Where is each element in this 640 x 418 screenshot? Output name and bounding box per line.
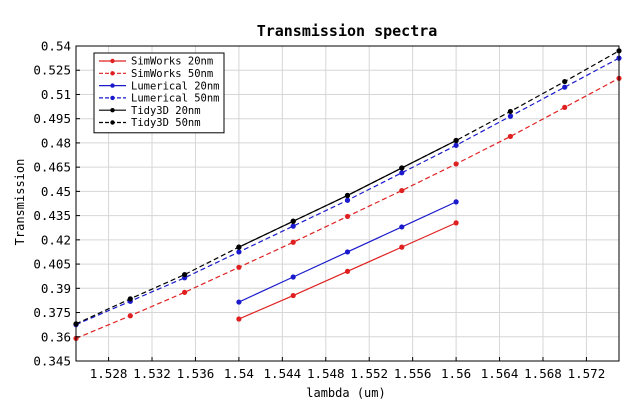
legend-marker	[110, 120, 115, 125]
data-point	[562, 104, 568, 110]
data-point	[399, 224, 405, 230]
y-tick-label: 0.495	[33, 111, 71, 126]
x-tick-label: 1.528	[90, 366, 128, 381]
x-tick-label: 1.564	[481, 366, 519, 381]
data-point	[507, 108, 513, 115]
data-point	[290, 223, 296, 229]
legend-marker	[110, 58, 115, 64]
data-point	[290, 239, 296, 245]
y-tick-label: 0.51	[41, 87, 71, 102]
data-point	[399, 187, 405, 194]
data-point	[236, 244, 242, 250]
series-layer	[73, 48, 622, 341]
y-tick-label: 0.36	[41, 329, 71, 344]
legend-marker	[110, 71, 115, 76]
legend-label: SimWorks 20nm	[131, 56, 213, 68]
data-point	[182, 271, 188, 278]
y-tick-label: 0.525	[33, 63, 71, 78]
legend-entry: Lumerical 20nm	[99, 80, 220, 92]
data-point	[344, 192, 351, 199]
x-tick-label: 1.552	[350, 366, 388, 381]
data-point	[453, 137, 459, 144]
y-tick-label: 0.375	[33, 305, 71, 320]
data-point	[236, 299, 242, 305]
y-tick-label: 0.54	[41, 39, 71, 54]
x-axis-label: lambda (um)	[306, 386, 385, 400]
x-tick-label: 1.572	[568, 366, 606, 381]
legend-box	[93, 52, 225, 134]
legend-label: Tidy3D 20nm	[131, 105, 201, 117]
y-tick-label: 0.435	[33, 208, 71, 223]
x-tick-label: 1.54	[224, 366, 254, 381]
data-point	[399, 170, 405, 176]
data-point	[507, 113, 513, 119]
x-tick-label: 1.56	[441, 366, 471, 381]
data-point	[453, 142, 459, 148]
data-point	[453, 199, 459, 205]
data-point	[344, 268, 351, 274]
data-point	[182, 289, 188, 295]
data-point	[290, 274, 296, 280]
data-point	[290, 292, 296, 299]
series-tidy3d-50nm	[73, 48, 622, 327]
y-tick-label: 0.405	[33, 257, 71, 272]
legend-label: Lumerical 50nm	[131, 93, 220, 105]
y-axis-label: Transmission	[13, 159, 27, 246]
legend-entry: Tidy3D 50nm	[99, 117, 201, 129]
data-point	[453, 161, 459, 167]
data-point	[453, 220, 459, 226]
y-tick-label: 0.45	[41, 184, 71, 199]
data-point	[236, 264, 242, 270]
series-lumerical-20nm	[236, 199, 459, 305]
legend-entry: Lumerical 50nm	[99, 93, 220, 105]
series-simworks-50nm	[73, 75, 622, 341]
data-point	[344, 213, 351, 220]
data-point	[562, 78, 568, 85]
legend-label: SimWorks 50nm	[131, 68, 213, 80]
series-simworks-20nm	[236, 220, 459, 322]
x-tick-label: 1.556	[394, 366, 432, 381]
x-tick-label: 1.532	[133, 366, 171, 381]
y-tick-label: 0.345	[33, 354, 71, 369]
legend-marker	[110, 95, 115, 101]
legend-label: Lumerical 20nm	[131, 80, 220, 92]
x-tick-label: 1.548	[307, 366, 345, 381]
legend-marker	[110, 108, 115, 113]
data-point	[507, 133, 513, 140]
chart-title: Transmission spectra	[257, 22, 438, 40]
x-tick-label: 1.568	[524, 366, 562, 381]
x-tick-label: 1.536	[177, 366, 215, 381]
legend-label: Tidy3D 50nm	[131, 117, 201, 129]
watermark-text: 知乎 @SimWorks光仿软件	[448, 384, 632, 402]
data-point	[236, 249, 242, 255]
plot-frame	[75, 45, 620, 362]
y-tick-label: 0.39	[41, 281, 71, 296]
legend-marker	[110, 83, 115, 88]
y-tick-label: 0.42	[41, 232, 71, 247]
tick-layer: 1.528 1.532 1.536 1.54 1.544 1.548 1.552 1.556 1…	[33, 39, 605, 382]
y-tick-label: 0.48	[41, 135, 71, 150]
legend-entry: SimWorks 50nm	[99, 68, 213, 80]
data-point	[127, 313, 133, 319]
x-tick-label: 1.544	[264, 366, 302, 381]
data-point	[562, 84, 568, 90]
data-point	[290, 218, 296, 224]
legend-entry: Tidy3D 20nm	[99, 105, 201, 117]
y-tick-label: 0.465	[33, 160, 71, 175]
legend-entry: SimWorks 20nm	[99, 56, 213, 68]
data-point	[127, 296, 133, 302]
data-point	[399, 244, 405, 250]
data-point	[236, 316, 242, 322]
data-point	[344, 197, 351, 203]
data-point	[344, 249, 351, 255]
data-point	[399, 165, 405, 171]
